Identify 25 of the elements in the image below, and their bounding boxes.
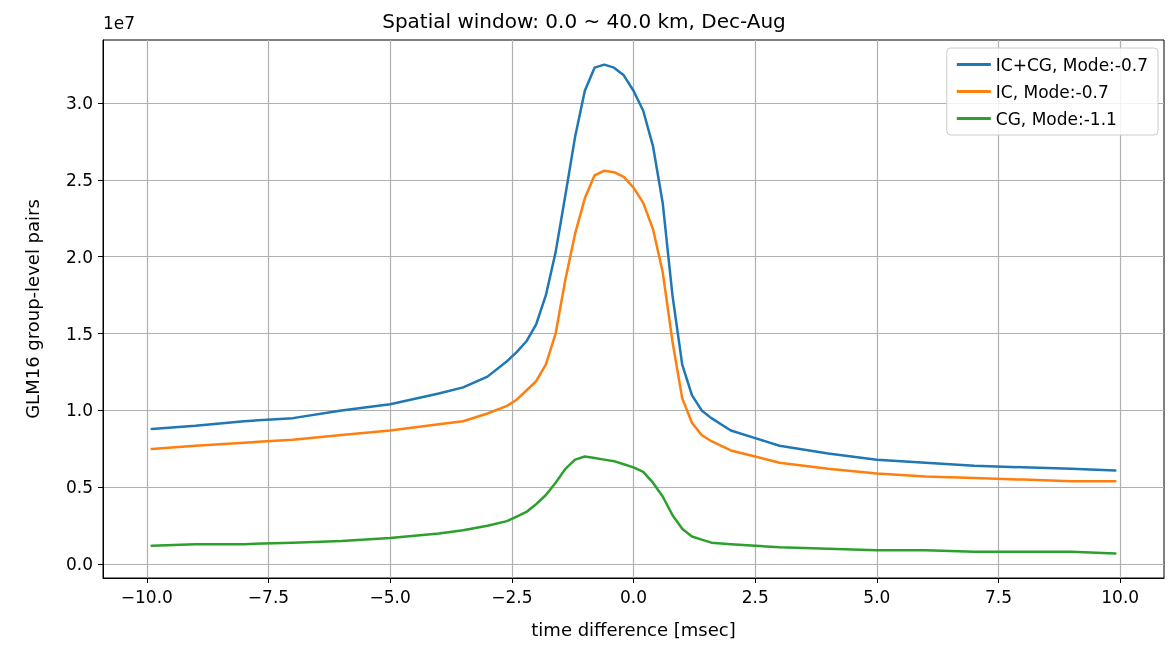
y-tick-label: 1.0 <box>65 400 93 421</box>
x-axis-title: time difference [msec] <box>531 618 736 640</box>
y-tick-label: 2.0 <box>65 246 93 267</box>
x-tick-label: −2.5 <box>491 586 533 607</box>
y-tick-label: 2.5 <box>65 169 93 190</box>
y-tick-label: 0.5 <box>65 477 93 498</box>
legend-label: IC, Mode:-0.7 <box>995 81 1109 102</box>
x-tick-label: −10.0 <box>120 586 173 607</box>
y-tick-label: 1.5 <box>65 323 93 344</box>
x-tick-label: 2.5 <box>741 586 769 607</box>
x-tick-label: 7.5 <box>985 586 1013 607</box>
line-series <box>150 169 1117 483</box>
chart-title: Spatial window: 0.0 ~ 40.0 km, Dec-Aug <box>382 9 786 33</box>
y-axis-title: GLM16 group-level pairs <box>21 199 43 419</box>
x-tick-label: −7.5 <box>247 586 290 607</box>
text: 1e7 <box>103 12 136 33</box>
y-tick-label: 0.0 <box>65 554 93 575</box>
x-tick-label: −5.0 <box>369 586 411 607</box>
x-tick-label: 10.0 <box>1101 586 1140 607</box>
line-series <box>150 455 1117 555</box>
y-tick-label: 3.0 <box>65 93 93 114</box>
legend-label: IC+CG, Mode:-0.7 <box>995 54 1149 75</box>
legend-label: CG, Mode:-1.1 <box>995 108 1117 129</box>
x-tick-label: 0.0 <box>619 586 648 607</box>
x-tick-label: 5.0 <box>863 586 891 607</box>
